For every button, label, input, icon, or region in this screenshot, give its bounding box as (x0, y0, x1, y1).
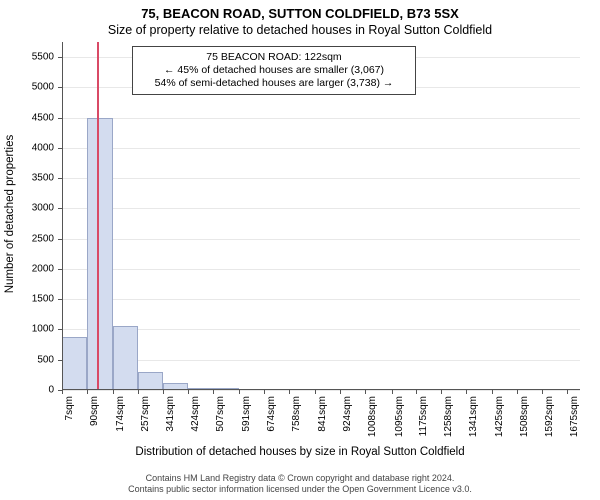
y-tick-label: 3000 (0, 203, 54, 214)
x-tick-mark (365, 390, 366, 394)
y-tick-mark (58, 208, 62, 209)
y-tick-mark (58, 269, 62, 270)
x-tick-mark (392, 390, 393, 394)
x-tick-label: 1425sqm (494, 396, 505, 446)
y-tick-mark (58, 87, 62, 88)
x-tick-label: 1258sqm (443, 396, 454, 446)
x-tick-label: 174sqm (115, 396, 126, 446)
x-axis-line (62, 389, 580, 390)
x-tick-mark (542, 390, 543, 394)
y-tick-label: 0 (0, 385, 54, 396)
x-tick-label: 257sqm (140, 396, 151, 446)
x-tick-mark (340, 390, 341, 394)
x-tick-mark (188, 390, 189, 394)
gridline-h (62, 239, 580, 240)
gridline-h (62, 269, 580, 270)
reference-line (97, 42, 99, 390)
x-tick-mark (289, 390, 290, 394)
x-tick-label: 7sqm (64, 396, 75, 446)
x-tick-label: 1675sqm (569, 396, 580, 446)
x-tick-label: 341sqm (165, 396, 176, 446)
x-tick-mark (492, 390, 493, 394)
x-tick-label: 1008sqm (367, 396, 378, 446)
annotation-line: 75 BEACON ROAD: 122sqm (141, 51, 407, 64)
x-tick-mark (466, 390, 467, 394)
y-tick-label: 5500 (0, 52, 54, 63)
x-tick-label: 1592sqm (544, 396, 555, 446)
y-tick-label: 4500 (0, 112, 54, 123)
x-tick-label: 841sqm (317, 396, 328, 446)
histogram-bar (87, 118, 112, 390)
histogram-bar (138, 372, 163, 390)
y-tick-label: 500 (0, 354, 54, 365)
y-tick-mark (58, 118, 62, 119)
y-tick-mark (58, 239, 62, 240)
y-axis-line (62, 42, 63, 390)
y-tick-mark (58, 178, 62, 179)
x-tick-mark (62, 390, 63, 394)
x-tick-label: 924sqm (342, 396, 353, 446)
y-tick-mark (58, 329, 62, 330)
x-tick-label: 424sqm (190, 396, 201, 446)
x-tick-mark (138, 390, 139, 394)
y-tick-label: 2500 (0, 233, 54, 244)
gridline-h (62, 299, 580, 300)
annotation-line: 54% of semi-detached houses are larger (… (141, 77, 407, 90)
histogram-bar (113, 326, 138, 390)
footer-line1: Contains HM Land Registry data © Crown c… (0, 473, 600, 485)
annotation-box: 75 BEACON ROAD: 122sqm← 45% of detached … (132, 46, 416, 95)
x-tick-label: 758sqm (291, 396, 302, 446)
x-tick-label: 591sqm (241, 396, 252, 446)
x-tick-mark (113, 390, 114, 394)
x-tick-mark (87, 390, 88, 394)
histogram-bar (62, 337, 87, 390)
y-tick-label: 5000 (0, 82, 54, 93)
x-tick-label: 1095sqm (394, 396, 405, 446)
x-tick-label: 674sqm (266, 396, 277, 446)
y-tick-label: 3500 (0, 173, 54, 184)
gridline-h (62, 329, 580, 330)
x-tick-label: 90sqm (89, 396, 100, 446)
x-tick-mark (163, 390, 164, 394)
x-tick-mark (441, 390, 442, 394)
gridline-h (62, 148, 580, 149)
chart-title-line1: 75, BEACON ROAD, SUTTON COLDFIELD, B73 5… (0, 6, 600, 21)
x-tick-label: 507sqm (215, 396, 226, 446)
gridline-h (62, 390, 580, 391)
gridline-h (62, 360, 580, 361)
y-tick-mark (58, 57, 62, 58)
y-tick-label: 2000 (0, 263, 54, 274)
x-tick-mark (264, 390, 265, 394)
gridline-h (62, 118, 580, 119)
chart-title-line2: Size of property relative to detached ho… (0, 23, 600, 37)
footer-line2: Contains public sector information licen… (0, 484, 600, 496)
x-tick-label: 1341sqm (468, 396, 479, 446)
y-tick-mark (58, 299, 62, 300)
x-axis-label: Distribution of detached houses by size … (0, 446, 600, 458)
gridline-h (62, 178, 580, 179)
x-tick-mark (567, 390, 568, 394)
y-tick-label: 1000 (0, 324, 54, 335)
y-tick-mark (58, 360, 62, 361)
x-tick-mark (239, 390, 240, 394)
annotation-line: ← 45% of detached houses are smaller (3,… (141, 64, 407, 77)
footer: Contains HM Land Registry data © Crown c… (0, 473, 600, 496)
x-tick-label: 1508sqm (519, 396, 530, 446)
y-tick-label: 4000 (0, 142, 54, 153)
gridline-h (62, 208, 580, 209)
x-tick-mark (517, 390, 518, 394)
y-tick-label: 1500 (0, 294, 54, 305)
x-tick-mark (315, 390, 316, 394)
x-tick-mark (213, 390, 214, 394)
x-tick-label: 1175sqm (418, 396, 429, 446)
y-tick-mark (58, 148, 62, 149)
x-tick-mark (416, 390, 417, 394)
